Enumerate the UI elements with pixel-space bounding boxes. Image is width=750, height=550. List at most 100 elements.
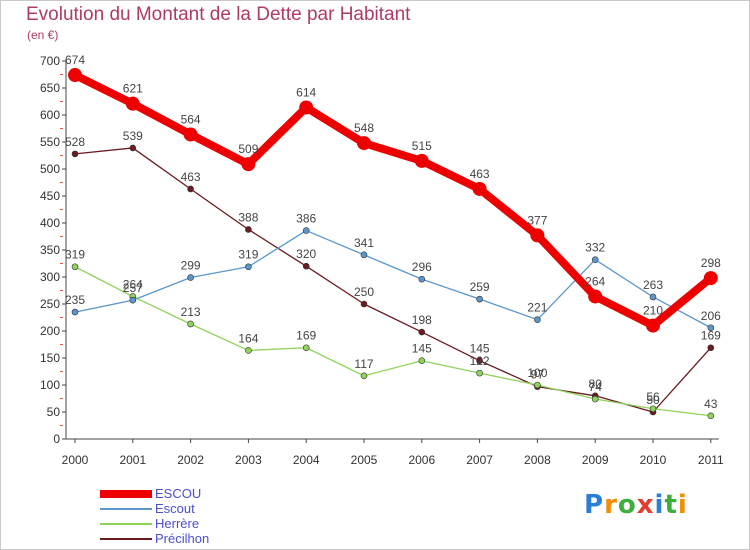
data-point-escou [125, 96, 140, 111]
data-point-precilhon [187, 185, 194, 193]
logo-letter: o [617, 490, 637, 520]
legend-label-escou: ESCOU [155, 486, 202, 501]
data-point-escout [476, 295, 483, 303]
data-point-escou [357, 136, 371, 151]
data-point-escout [187, 274, 194, 281]
data-point-escout [360, 251, 368, 259]
data-point-escou [68, 68, 82, 83]
data-label-escout: 332 [585, 241, 605, 255]
data-label-escout: 257 [123, 281, 143, 295]
y-tick-label: 200 [40, 324, 60, 338]
x-tick-label: 2008 [524, 453, 551, 467]
data-point-escout [418, 275, 426, 283]
data-label-precilhon: 528 [65, 135, 85, 149]
x-tick-label: 2004 [293, 453, 320, 467]
logo-letter: P [584, 490, 605, 520]
logo-letter: r [604, 490, 618, 520]
data-label-precilhon: 97 [531, 368, 545, 382]
x-tick-label: 2010 [640, 453, 667, 467]
data-label-escout: 263 [643, 278, 663, 292]
data-point-escout [534, 316, 541, 323]
data-point-escout [71, 308, 79, 316]
legend-label-herrere: Herrère [155, 516, 200, 531]
data-point-precilhon [707, 344, 715, 352]
data-label-escou: 564 [181, 112, 201, 126]
data-point-herrere [418, 357, 426, 365]
data-label-escou: 548 [354, 121, 374, 135]
x-tick-label: 2011 [698, 453, 724, 467]
series-line-escout [74, 229, 712, 329]
data-label-precilhon: 250 [354, 285, 374, 299]
series-line-escou [71, 71, 715, 330]
data-label-escout: 206 [701, 309, 721, 323]
data-point-precilhon [129, 144, 137, 152]
y-tick-label: 150 [40, 351, 60, 365]
data-point-escout [245, 263, 252, 271]
data-label-escou: 515 [412, 139, 432, 153]
data-label-precilhon: 198 [412, 313, 432, 327]
data-labels: 528 5394633883202501981459780501693192642… [65, 53, 721, 411]
axes: 0501001502002503003504004505005506006507… [40, 54, 724, 467]
logo-letter: i [677, 490, 688, 520]
data-point-herrere [476, 369, 483, 377]
data-label-precilhon: 388 [238, 210, 258, 224]
data-point-escou [183, 127, 198, 142]
data-label-escou: 377 [527, 213, 547, 227]
data-label-herrere: 117 [354, 357, 373, 371]
data-point-herrere [707, 412, 715, 420]
data-label-precilhon: 145 [470, 342, 490, 356]
y-tick-label: 250 [40, 297, 60, 311]
data-label-herrere: 56 [646, 390, 660, 404]
x-tick-label: 2000 [62, 453, 89, 467]
data-label-escou: 463 [470, 167, 490, 181]
y-tick-label: 700 [40, 54, 60, 68]
series-line-herrere [74, 266, 712, 417]
legend-label-precilhon: Précilhon [155, 531, 210, 546]
data-label-herrere: 43 [704, 397, 718, 411]
data-point-escou [241, 157, 256, 172]
data-point-herrere [534, 381, 541, 389]
data-label-herrere: 74 [589, 380, 603, 394]
series-lines [71, 71, 715, 417]
data-label-escout: 341 [354, 236, 374, 250]
x-tick-label: 2007 [466, 453, 493, 467]
data-point-escout [591, 256, 599, 264]
x-tick-label: 2002 [177, 453, 204, 467]
data-point-escou [530, 228, 545, 243]
x-tick-label: 2006 [408, 453, 435, 467]
data-point-herrere [245, 347, 252, 354]
data-label-precilhon: 463 [181, 170, 201, 184]
data-label-herrere: 100 [527, 366, 547, 380]
y-tick-label: 600 [40, 108, 60, 122]
data-point-herrere [649, 405, 657, 413]
legend-label-escout: Escout [155, 501, 195, 516]
data-point-precilhon [418, 328, 426, 336]
y-tick-label: 100 [40, 378, 60, 392]
data-label-herrere: 164 [238, 331, 258, 345]
y-tick-label: 350 [40, 243, 60, 257]
data-point-herrere [591, 395, 599, 403]
data-label-herrere: 213 [181, 305, 201, 319]
data-point-escou [472, 181, 487, 196]
legend-swatch-escou [100, 490, 152, 498]
data-label-precilhon: 320 [296, 247, 316, 261]
data-label-escout: 319 [238, 248, 258, 262]
data-label-herrere: 319 [65, 248, 85, 262]
y-tick-label: 550 [40, 135, 60, 149]
data-point-precilhon [360, 300, 368, 308]
data-point-escout [649, 293, 657, 301]
series-line-precilhon [74, 147, 712, 413]
data-label-precilhon: 169 [701, 329, 721, 343]
data-point-herrere [360, 372, 368, 380]
data-label-escout: 296 [412, 260, 432, 274]
legend-swatch-herrere [100, 523, 152, 525]
data-label-herrere: 145 [412, 342, 432, 356]
data-point-precilhon [71, 150, 79, 158]
y-tick-label: 400 [40, 216, 60, 230]
y-tick-label: 500 [40, 162, 60, 176]
data-point-escou [299, 100, 314, 115]
data-label-precilhon: 80 [589, 377, 603, 391]
data-label-escou: 298 [701, 256, 721, 270]
